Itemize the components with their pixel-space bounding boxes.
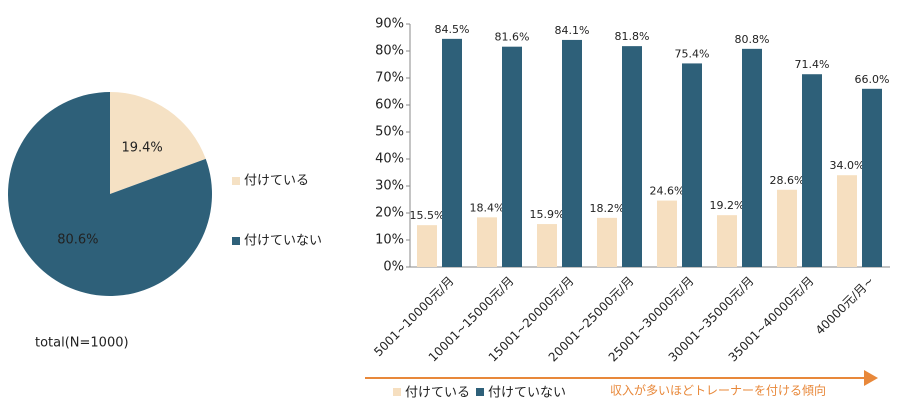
bar	[417, 225, 437, 267]
y-tick-label: 30%	[375, 179, 404, 194]
pie-caption: total(N=1000)	[35, 336, 129, 351]
bar-value-label: 66.0%	[855, 73, 890, 86]
bar-value-label: 34.0%	[830, 159, 865, 172]
bar-value-label: 15.9%	[530, 208, 565, 221]
bar	[442, 38, 462, 267]
pie-value-label: 19.4%	[121, 141, 162, 156]
bar	[682, 63, 702, 267]
legend-label: 付けていない	[488, 386, 566, 401]
bar-value-label: 71.4%	[795, 58, 830, 71]
bar-value-label: 18.2%	[590, 202, 625, 215]
bar-value-label: 81.6%	[495, 31, 530, 44]
bar-value-label: 84.5%	[435, 23, 470, 36]
x-tick-label: 40000元/月~	[813, 274, 877, 338]
bar-value-label: 75.4%	[675, 47, 710, 60]
legend-label: 付けている	[244, 174, 309, 189]
bar-value-label: 15.5%	[410, 209, 445, 222]
y-tick-label: 40%	[375, 152, 404, 167]
bar-value-label: 19.2%	[710, 199, 745, 212]
y-tick-label: 50%	[375, 125, 404, 140]
pie-slice	[110, 92, 206, 194]
bar	[502, 46, 522, 268]
bar-value-label: 81.8%	[615, 30, 650, 43]
y-tick-label: 20%	[375, 206, 404, 221]
bar	[802, 74, 822, 267]
y-tick-label: 0%	[383, 260, 404, 275]
bar	[622, 46, 642, 267]
bar-value-label: 18.4%	[470, 201, 505, 214]
y-tick-label: 70%	[375, 71, 404, 86]
bar	[777, 189, 797, 267]
y-tick-label: 60%	[375, 98, 404, 113]
legend-swatch	[232, 177, 240, 185]
annotation: 収入が多いほどトレーナーを付ける傾向	[610, 383, 826, 398]
bar-value-label: 24.6%	[650, 185, 685, 198]
bar	[562, 39, 582, 268]
bar-value-label: 80.8%	[735, 33, 770, 46]
bar	[477, 217, 497, 267]
bar-value-label: 28.6%	[770, 174, 805, 187]
bar	[537, 224, 557, 267]
bar-value-label: 84.1%	[555, 24, 590, 37]
pie-value-label: 80.6%	[57, 232, 98, 247]
legend-swatch	[232, 237, 240, 245]
bar	[862, 88, 882, 267]
pie-slice	[8, 92, 213, 296]
y-tick-label: 90%	[375, 17, 404, 32]
y-tick-label: 10%	[375, 233, 404, 248]
bar	[837, 175, 857, 267]
legend-label: 付けていない	[244, 234, 322, 249]
bar	[742, 48, 762, 268]
bar	[717, 215, 737, 267]
bar	[657, 200, 677, 267]
legend-swatch	[393, 388, 401, 396]
bar	[597, 217, 617, 267]
legend-swatch	[476, 388, 484, 396]
y-tick-label: 80%	[375, 44, 404, 59]
legend-label: 付けている	[405, 386, 470, 401]
